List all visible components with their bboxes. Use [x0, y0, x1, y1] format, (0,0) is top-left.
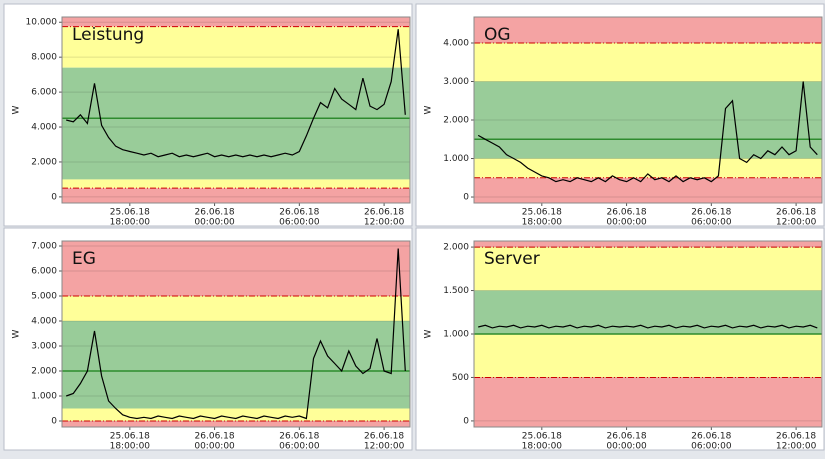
plot-frame	[473, 240, 823, 428]
x-tick-label: 26.06.18	[364, 208, 404, 218]
y-tick-label: 8.000	[31, 53, 57, 63]
y-axis-label: W	[12, 329, 22, 338]
x-tick-label: 12:00:00	[776, 442, 817, 452]
x-tick-label: 26.06.18	[691, 208, 731, 218]
x-tick-label: 18:00:00	[522, 442, 563, 452]
y-tick-label: 1.000	[443, 154, 469, 164]
x-tick-label: 26.06.18	[776, 432, 816, 442]
x-tick-label: 06:00:00	[691, 442, 732, 452]
y-tick-label: 2.000	[31, 367, 57, 377]
y-tick-label: 7.000	[31, 242, 57, 252]
threshold-band	[62, 321, 410, 409]
x-tick-label: 12:00:00	[776, 218, 817, 228]
y-tick-label: 1.000	[31, 392, 57, 402]
threshold-band	[474, 241, 822, 248]
threshold-band	[474, 42, 822, 82]
plot-frame	[473, 16, 823, 204]
chart-title: EG	[72, 249, 96, 269]
y-tick-label: 1.000	[443, 330, 469, 340]
y-tick-label: 4.000	[443, 38, 469, 48]
y-axis-label: W	[424, 329, 434, 338]
x-tick-label: 18:00:00	[110, 442, 151, 452]
y-tick-label: 500	[452, 373, 469, 383]
plot-area	[474, 241, 822, 427]
threshold-band	[62, 67, 410, 180]
x-tick-label: 26.06.18	[776, 208, 816, 218]
threshold-band	[474, 17, 822, 43]
plot-frame	[61, 240, 411, 428]
plot-frame	[61, 16, 411, 204]
threshold-band	[474, 81, 822, 159]
threshold-band	[62, 241, 410, 296]
x-tick-label: 00:00:00	[194, 218, 235, 228]
plot-area	[62, 17, 410, 203]
threshold-band	[62, 17, 410, 27]
x-tick-label: 25.06.18	[522, 432, 562, 442]
x-tick-label: 12:00:00	[364, 218, 405, 228]
x-tick-label: 25.06.18	[522, 208, 562, 218]
y-tick-label: 4.000	[31, 123, 57, 133]
x-tick-label: 26.06.18	[691, 432, 731, 442]
chart-title: OG	[484, 25, 511, 45]
x-tick-label: 00:00:00	[194, 442, 235, 452]
threshold-band	[62, 26, 410, 68]
x-tick-label: 12:00:00	[364, 442, 405, 452]
y-tick-label: 0	[463, 193, 469, 203]
x-tick-label: 00:00:00	[606, 442, 647, 452]
data-line	[66, 29, 406, 158]
y-tick-label: 2.000	[443, 116, 469, 126]
y-axis-label: W	[424, 105, 434, 114]
y-tick-label: 10.000	[26, 18, 58, 28]
x-tick-label: 26.06.18	[607, 208, 647, 218]
x-tick-label: 26.06.18	[195, 208, 235, 218]
x-tick-label: 18:00:00	[522, 218, 563, 228]
threshold-band	[474, 158, 822, 178]
threshold-band	[62, 421, 410, 427]
x-tick-label: 26.06.18	[279, 432, 319, 442]
data-line	[477, 81, 818, 183]
y-tick-label: 4.000	[31, 317, 57, 327]
y-tick-label: 1.500	[443, 286, 469, 296]
data-line	[66, 248, 406, 420]
y-tick-label: 0	[463, 416, 469, 426]
y-tick-label: 5.000	[31, 292, 57, 302]
y-tick-label: 0	[51, 192, 57, 202]
plot-area	[474, 17, 822, 203]
threshold-band	[62, 179, 410, 189]
y-tick-label: 6.000	[31, 267, 57, 277]
threshold-band	[62, 296, 410, 321]
x-tick-label: 25.06.18	[110, 208, 150, 218]
x-tick-label: 25.06.18	[110, 432, 150, 442]
threshold-band	[474, 177, 822, 203]
chart-title: Leistung	[72, 25, 144, 45]
x-tick-label: 06:00:00	[279, 218, 320, 228]
threshold-band	[474, 377, 822, 427]
y-tick-label: 2.000	[443, 243, 469, 253]
x-tick-label: 06:00:00	[279, 442, 320, 452]
x-tick-label: 00:00:00	[606, 218, 647, 228]
threshold-band	[474, 247, 822, 291]
y-tick-label: 3.000	[31, 342, 57, 352]
x-tick-label: 26.06.18	[607, 432, 647, 442]
y-tick-label: 6.000	[31, 88, 57, 98]
threshold-band	[62, 408, 410, 421]
x-tick-label: 26.06.18	[195, 432, 235, 442]
x-tick-label: 26.06.18	[279, 208, 319, 218]
y-axis-label: W	[12, 105, 22, 114]
threshold-band	[474, 334, 822, 378]
y-tick-label: 2.000	[31, 157, 57, 167]
threshold-band	[62, 188, 410, 203]
y-tick-label: 3.000	[443, 77, 469, 87]
data-line	[478, 324, 818, 329]
chart-title: Server	[484, 249, 540, 269]
x-tick-label: 26.06.18	[364, 432, 404, 442]
plot-area	[62, 241, 410, 427]
y-tick-label: 0	[51, 417, 57, 427]
x-tick-label: 06:00:00	[691, 218, 732, 228]
x-tick-label: 18:00:00	[110, 218, 151, 228]
